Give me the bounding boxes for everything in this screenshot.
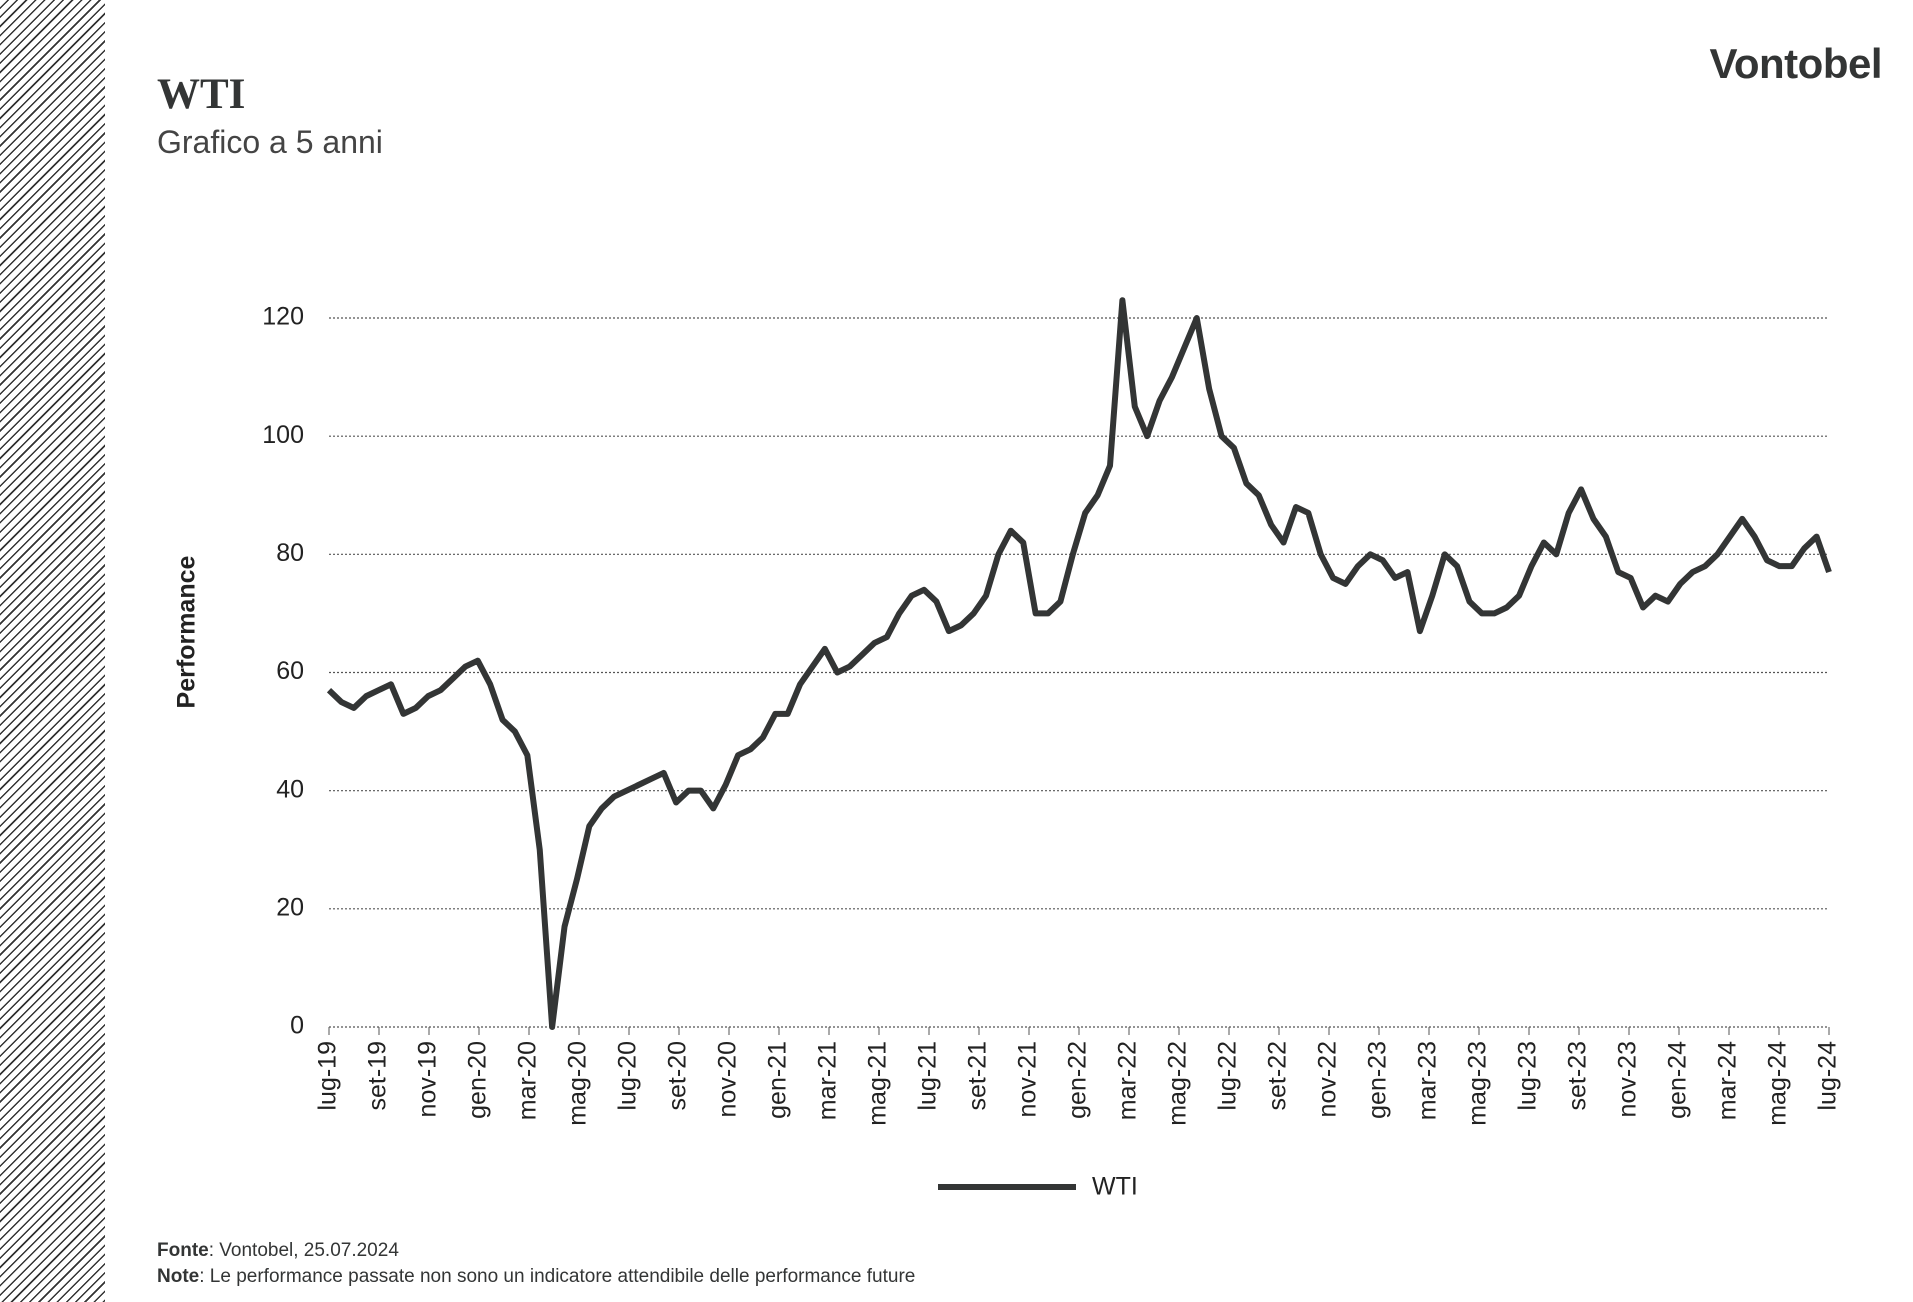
x-tick-label: mar-23 [1414, 1041, 1442, 1120]
source: Fonte: Vontobel, 25.07.2024 [157, 1240, 399, 1262]
x-tick-label: mar-24 [1714, 1041, 1742, 1120]
y-tick-label: 100 [262, 421, 304, 449]
x-tick-label: lug-23 [1514, 1041, 1542, 1111]
x-tick-label: gen-21 [764, 1041, 792, 1119]
y-tick-label: 80 [276, 539, 304, 567]
y-tick-label: 120 [262, 303, 304, 331]
y-tick-label: 60 [276, 657, 304, 685]
note: Note: Le performance passate non sono un… [157, 1266, 915, 1288]
legend-label: WTI [1092, 1173, 1138, 1201]
y-axis-label: Performance [173, 555, 201, 708]
source-label: Fonte [157, 1240, 209, 1261]
y-tick-label: 40 [276, 775, 304, 803]
x-tick-label: set-21 [964, 1041, 992, 1110]
x-tick-label: lug-19 [314, 1041, 342, 1111]
x-tick-label: set-22 [1264, 1041, 1292, 1110]
x-tick-label: lug-22 [1214, 1041, 1242, 1111]
x-tick-label: mar-22 [1114, 1041, 1142, 1120]
note-label: Note [157, 1266, 200, 1287]
hatch-band [0, 0, 105, 1302]
x-tick-label: lug-21 [914, 1041, 942, 1111]
x-tick-label: set-23 [1564, 1041, 1592, 1110]
x-tick-label: nov-21 [1014, 1041, 1042, 1117]
note-text: : Le performance passate non sono un ind… [199, 1266, 916, 1287]
x-tick-label: lug-20 [614, 1041, 642, 1111]
x-tick-label: nov-20 [714, 1041, 742, 1117]
subtitle: Grafico a 5 anni [157, 124, 383, 160]
source-text: : Vontobel, 25.07.2024 [208, 1240, 399, 1261]
x-tick-label: mag-23 [1464, 1041, 1492, 1126]
logo: Vontobel [1709, 40, 1882, 87]
title: WTI [157, 71, 246, 118]
data-line [326, 297, 1832, 1030]
x-tick-label: gen-23 [1364, 1041, 1392, 1119]
x-tick-label: mar-20 [514, 1041, 542, 1120]
x-tick-label: lug-24 [1814, 1041, 1842, 1111]
x-tick-label: gen-24 [1664, 1041, 1692, 1119]
x-tick-label: gen-20 [464, 1041, 492, 1119]
x-tick-label: mag-21 [864, 1041, 892, 1126]
x-tick-label: mag-22 [1164, 1041, 1192, 1126]
x-tick-label: set-20 [664, 1041, 692, 1110]
x-tick-label: nov-19 [414, 1041, 442, 1117]
x-tick-label: mag-24 [1764, 1041, 1792, 1126]
y-tick-label: 20 [276, 893, 304, 921]
x-tick-label: gen-22 [1064, 1041, 1092, 1119]
x-tick-label: nov-23 [1614, 1041, 1642, 1117]
x-tick-label: set-19 [364, 1041, 392, 1110]
x-tick-label: mag-20 [564, 1041, 592, 1126]
y-tick-label: 0 [290, 1012, 304, 1040]
x-tick-label: mar-21 [814, 1041, 842, 1120]
x-tick-label: nov-22 [1314, 1041, 1342, 1117]
